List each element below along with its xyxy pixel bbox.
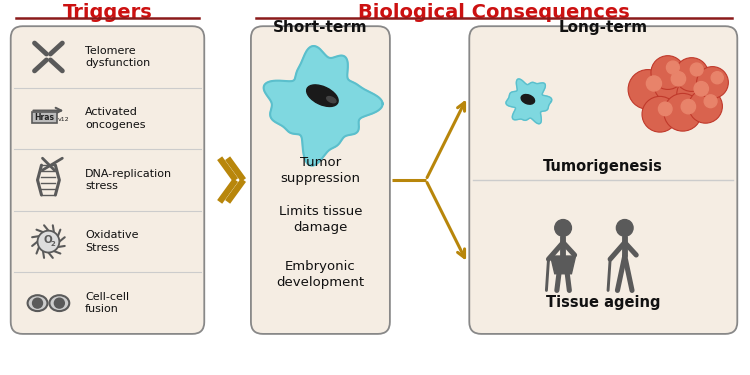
Text: Biological Consequences: Biological Consequences [358,3,630,22]
Circle shape [690,63,703,76]
Ellipse shape [521,94,535,104]
Circle shape [555,219,572,236]
Text: Long-term: Long-term [559,20,648,35]
Circle shape [628,70,668,109]
Polygon shape [264,46,382,166]
Ellipse shape [327,97,336,103]
Circle shape [658,102,672,116]
Circle shape [676,75,715,113]
Ellipse shape [28,295,47,311]
Text: O: O [43,235,52,245]
Text: Tumor
suppression: Tumor suppression [280,156,361,184]
Circle shape [671,72,686,86]
Text: Telomere
dysfunction: Telomere dysfunction [86,46,151,68]
Circle shape [681,99,695,114]
Text: Triggers: Triggers [62,3,152,22]
Circle shape [704,95,717,108]
Text: Oxidative
Stress: Oxidative Stress [86,230,139,253]
Circle shape [646,76,662,91]
Ellipse shape [50,295,69,311]
Circle shape [654,66,692,104]
Text: Tumorigenesis: Tumorigenesis [543,159,663,174]
FancyBboxPatch shape [251,26,390,334]
Circle shape [55,298,64,308]
Ellipse shape [307,85,338,106]
Circle shape [38,231,59,252]
FancyBboxPatch shape [470,26,737,334]
Text: Activated
oncogenes: Activated oncogenes [86,107,146,130]
Text: Cell-cell
fusion: Cell-cell fusion [86,292,129,314]
FancyBboxPatch shape [32,112,57,123]
Circle shape [32,298,43,308]
Text: DNA-replication
stress: DNA-replication stress [86,169,172,191]
Text: Short-term: Short-term [273,20,368,35]
Circle shape [711,72,723,84]
Circle shape [651,56,685,89]
Text: Limits tissue
damage: Limits tissue damage [279,205,362,234]
Circle shape [616,219,633,236]
Text: Tissue ageing: Tissue ageing [546,295,661,310]
Text: v12: v12 [57,117,69,122]
Polygon shape [506,79,552,124]
FancyBboxPatch shape [10,26,204,334]
Circle shape [642,96,678,132]
Circle shape [697,67,728,98]
Circle shape [688,89,722,123]
Text: 2: 2 [50,241,55,247]
Text: Embryonic
development: Embryonic development [276,260,364,289]
Text: Hras: Hras [34,113,55,122]
Circle shape [694,82,709,96]
Circle shape [664,93,701,131]
Circle shape [675,58,709,92]
Polygon shape [550,256,575,274]
Circle shape [667,61,680,74]
